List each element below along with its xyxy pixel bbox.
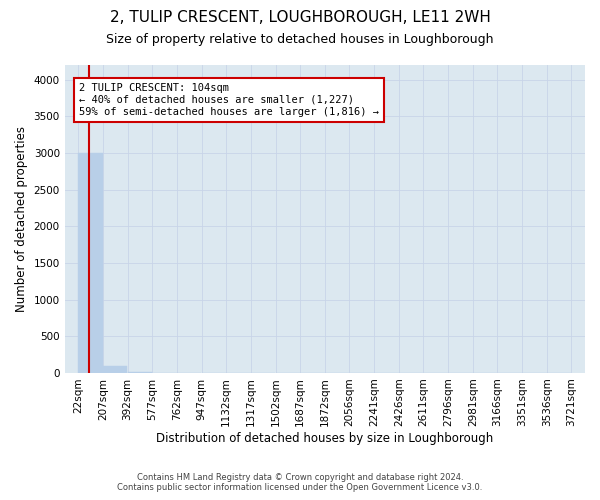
Text: Contains HM Land Registry data © Crown copyright and database right 2024.
Contai: Contains HM Land Registry data © Crown c… xyxy=(118,473,482,492)
Bar xyxy=(103,366,127,373)
Text: Size of property relative to detached houses in Loughborough: Size of property relative to detached ho… xyxy=(106,32,494,46)
Bar xyxy=(79,153,103,373)
Text: 2, TULIP CRESCENT, LOUGHBOROUGH, LE11 2WH: 2, TULIP CRESCENT, LOUGHBOROUGH, LE11 2W… xyxy=(110,10,490,25)
X-axis label: Distribution of detached houses by size in Loughborough: Distribution of detached houses by size … xyxy=(156,432,493,445)
Text: 2 TULIP CRESCENT: 104sqm
← 40% of detached houses are smaller (1,227)
59% of sem: 2 TULIP CRESCENT: 104sqm ← 40% of detach… xyxy=(79,84,379,116)
Y-axis label: Number of detached properties: Number of detached properties xyxy=(15,126,28,312)
